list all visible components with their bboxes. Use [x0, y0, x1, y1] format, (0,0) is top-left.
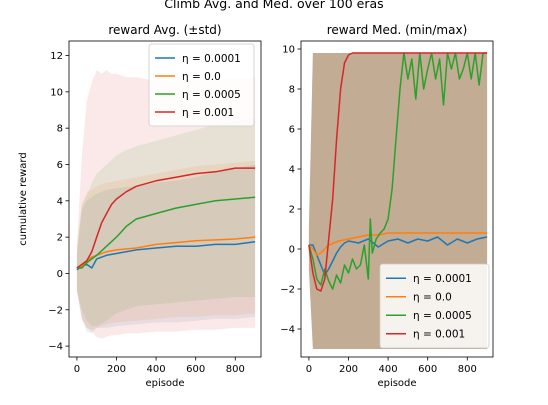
x-tick-label: 0	[306, 364, 312, 375]
x-tick-label: 0	[74, 364, 80, 375]
legend-entry-label: η = 0.0	[413, 292, 452, 304]
y-tick-label: 2	[289, 205, 295, 216]
y-tick-label: 8	[57, 124, 63, 135]
x-tick-label: 400	[147, 364, 166, 375]
y-tick-label: 12	[50, 51, 63, 62]
y-axis-label: cumulative reward	[18, 152, 29, 245]
axes-title: reward Avg. (±std)	[108, 23, 221, 37]
legend-box	[379, 263, 490, 349]
legend-entry-label: η = 0.001	[182, 107, 234, 119]
x-tick-label: 200	[339, 364, 358, 375]
x-axis-label: episode	[145, 378, 184, 389]
x-tick-label: 200	[107, 364, 126, 375]
series-line	[76, 196, 256, 269]
x-tick-label: 400	[379, 364, 398, 375]
y-tick-label: −4	[280, 325, 295, 336]
legend-entry-label: η = 0.001	[413, 329, 465, 341]
x-tick-label: 800	[458, 364, 477, 375]
uncertainty-band	[76, 164, 256, 334]
y-tick-label: −2	[48, 305, 63, 316]
series-line	[76, 240, 256, 271]
legend: η = 0.0001 η = 0.0 η = 0.0005 η = 0.001	[148, 43, 255, 127]
uncertainty-band	[76, 119, 256, 327]
figure-suptitle: Climb Avg. and Med. over 100 eras	[164, 0, 383, 11]
series-line	[76, 167, 256, 269]
y-tick-label: 4	[57, 196, 63, 207]
legend-box	[148, 43, 255, 127]
y-tick-label: 10	[50, 87, 63, 98]
legend-entry-label: η = 0.0005	[182, 89, 241, 101]
right-panel: 0 200 400 600 800 −4 −2 0 2 4 6 8 10 reward Med. (min…	[280, 23, 494, 389]
axes-title: reward Med. (min/max)	[327, 23, 468, 37]
y-tick-label: −4	[48, 342, 63, 353]
y-tick-label: 10	[282, 45, 295, 56]
uncertainty-band	[76, 70, 256, 339]
y-tick-label: 6	[57, 160, 63, 171]
y-tick-label: 2	[57, 233, 63, 244]
x-tick-label: 800	[226, 364, 245, 375]
legend-entry-label: η = 0.0001	[413, 273, 472, 285]
series-line	[308, 52, 488, 292]
left-panel: 0 200 400 600 800 −4 −2 0 2 4 6 8 10 12 reward Avg. (±…	[18, 23, 262, 389]
axes-frame	[300, 40, 494, 358]
x-tick-label: 600	[418, 364, 437, 375]
legend-entry-label: η = 0.0005	[413, 310, 472, 322]
y-tick-label: 0	[289, 245, 295, 256]
uncertainty-band	[76, 160, 256, 330]
x-axis-label: episode	[377, 378, 416, 389]
y-tick-label: −2	[280, 285, 295, 296]
y-tick-label: 4	[289, 165, 295, 176]
series-line	[308, 52, 488, 290]
legend-entry-label: η = 0.0001	[182, 53, 241, 65]
y-tick-label: 8	[289, 85, 295, 96]
axes-frame	[68, 40, 262, 358]
line-layer	[76, 167, 256, 271]
y-tick-label: 6	[289, 125, 295, 136]
line-layer	[308, 52, 488, 292]
y-tick-label: 0	[57, 269, 63, 280]
legend: η = 0.0001 η = 0.0 η = 0.0005 η = 0.001	[379, 263, 490, 349]
x-tick-label: 600	[186, 364, 205, 375]
legend-entry-label: η = 0.0	[182, 71, 221, 83]
band-layer	[76, 70, 256, 339]
series-line	[308, 232, 488, 256]
